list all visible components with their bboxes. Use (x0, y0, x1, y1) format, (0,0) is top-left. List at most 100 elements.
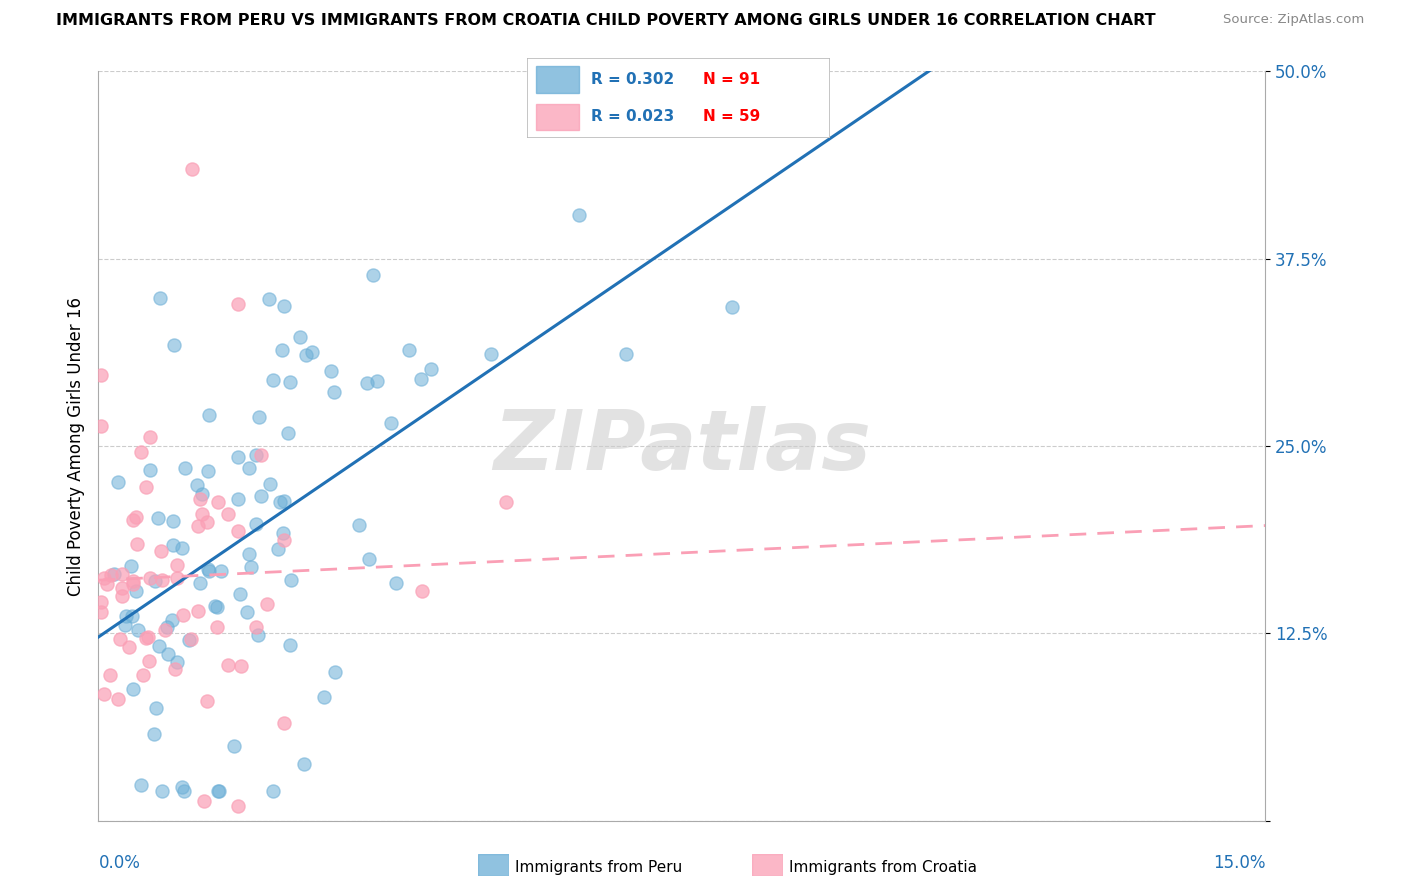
Point (90, 605, 112, 619)
Point (120, 559, 142, 574)
Point (347, 518, 370, 533)
Point (127, 623, 149, 637)
Point (180, 632, 202, 646)
Point (103, 566, 125, 581)
Point (156, 620, 179, 634)
Point (98, 668, 121, 682)
Point (273, 716, 295, 731)
Point (290, 330, 312, 344)
Point (148, 640, 170, 654)
Point (111, 581, 134, 595)
Point (197, 465, 219, 479)
Point (495, 495, 517, 509)
Point (149, 291, 172, 305)
Point (122, 681, 145, 696)
Point (173, 783, 195, 797)
Point (323, 384, 346, 399)
Point (295, 348, 318, 362)
Point (163, 662, 186, 676)
Text: IMMIGRANTS FROM PERU VS IMMIGRANTS FROM CROATIA CHILD POVERTY AMONG GIRLS UNDER : IMMIGRANTS FROM PERU VS IMMIGRANTS FROM … (56, 13, 1156, 29)
Point (356, 376, 378, 390)
Point (246, 628, 269, 642)
Point (207, 783, 229, 797)
Point (143, 574, 166, 588)
Point (173, 461, 195, 475)
Point (301, 345, 323, 359)
Point (138, 429, 160, 443)
Point (110, 566, 132, 581)
Point (245, 517, 267, 532)
Point (166, 655, 188, 669)
Point (143, 727, 166, 741)
Point (222, 739, 245, 753)
Point (198, 408, 221, 422)
Point (292, 756, 315, 771)
Point (138, 571, 160, 585)
Point (270, 343, 292, 358)
Point (166, 558, 188, 573)
Point (107, 692, 129, 706)
Text: 0.0%: 0.0% (98, 855, 141, 872)
Point (122, 574, 145, 589)
Point (195, 515, 218, 529)
Point (160, 613, 183, 627)
Text: N = 91: N = 91 (703, 71, 759, 87)
FancyBboxPatch shape (752, 854, 783, 876)
Point (256, 597, 278, 611)
FancyBboxPatch shape (536, 66, 579, 93)
Point (262, 783, 284, 797)
Point (187, 604, 209, 618)
Point (380, 416, 402, 430)
Point (90, 595, 112, 609)
Text: 15.0%: 15.0% (1213, 855, 1265, 872)
Point (231, 659, 253, 673)
Point (125, 510, 148, 524)
Point (135, 479, 157, 493)
Point (273, 299, 295, 313)
Point (125, 584, 148, 599)
Point (191, 507, 214, 521)
Point (616, 346, 638, 360)
Point (273, 533, 295, 547)
Point (127, 537, 149, 551)
Point (247, 409, 270, 424)
Point (238, 460, 260, 475)
Point (236, 605, 259, 619)
Text: Immigrants from Croatia: Immigrants from Croatia (789, 860, 977, 874)
Point (226, 450, 249, 465)
Point (411, 372, 433, 386)
Point (90, 368, 112, 383)
Point (138, 654, 160, 668)
Point (568, 208, 591, 222)
Point (361, 268, 384, 282)
Point (217, 658, 239, 673)
Point (187, 519, 209, 533)
Point (250, 489, 273, 503)
Point (245, 620, 267, 634)
Point (280, 574, 302, 588)
Point (204, 599, 226, 614)
Point (228, 296, 250, 310)
Point (198, 564, 221, 578)
FancyBboxPatch shape (536, 103, 579, 130)
Point (122, 513, 145, 527)
Point (384, 575, 406, 590)
Point (150, 544, 173, 558)
Point (238, 547, 260, 561)
Point (93, 687, 115, 701)
Point (257, 293, 280, 307)
Point (132, 668, 155, 682)
Text: N = 59: N = 59 (703, 110, 759, 125)
Point (321, 364, 343, 378)
Point (107, 475, 129, 490)
Point (271, 525, 294, 540)
Point (190, 487, 212, 501)
Point (245, 448, 267, 462)
Text: Source: ZipAtlas.com: Source: ZipAtlas.com (1223, 13, 1364, 27)
Text: ZIPatlas: ZIPatlas (494, 406, 870, 486)
Point (721, 300, 744, 314)
Point (172, 541, 194, 555)
Point (193, 794, 215, 808)
Point (129, 778, 152, 792)
Point (249, 448, 271, 462)
